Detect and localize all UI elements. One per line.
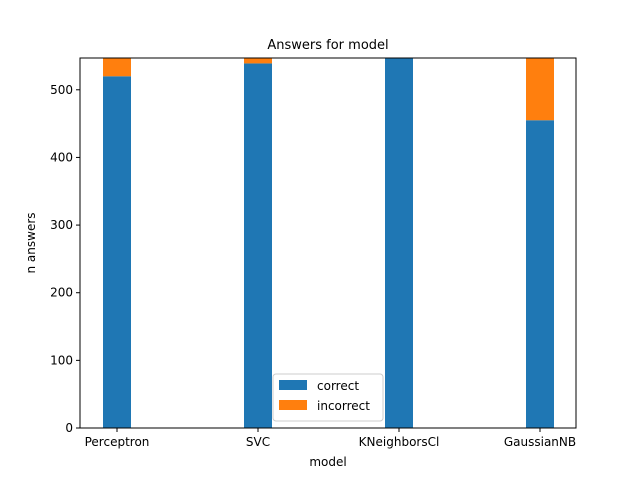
y-tick-label: 0 — [65, 421, 73, 435]
bar-incorrect-gaussiannb — [526, 58, 554, 121]
plot-frame — [79, 57, 577, 429]
y-axis-label: n answers — [24, 212, 38, 273]
y-tick-label: 100 — [50, 353, 73, 367]
bar-incorrect-svc — [244, 58, 272, 64]
legend-label-correct: correct — [317, 379, 359, 393]
chart-title: Answers for model — [267, 38, 388, 53]
legend-swatch-incorrect — [279, 400, 307, 410]
legend: correct incorrect — [272, 373, 384, 422]
bar-correct-gaussiannb — [526, 120, 554, 428]
bar-correct-perceptron — [103, 76, 131, 429]
y-axis: 0 100 200 300 400 500 — [50, 83, 80, 435]
x-tick-label: GaussianNB — [504, 435, 576, 449]
x-tick-label: KNeighborsCl — [359, 435, 440, 449]
x-axis-label: model — [309, 455, 346, 469]
y-tick-label: 500 — [50, 83, 73, 97]
bars-group — [103, 58, 554, 429]
x-tick-label: SVC — [246, 435, 270, 449]
bar-incorrect-perceptron — [103, 58, 131, 77]
x-tick-label: Perceptron — [85, 435, 150, 449]
bar-correct-svc — [244, 63, 272, 428]
legend-label-incorrect: incorrect — [317, 399, 370, 413]
x-axis: Perceptron SVC KNeighborsCl GaussianNB — [85, 428, 576, 449]
legend-swatch-correct — [279, 380, 307, 390]
y-tick-label: 200 — [50, 286, 73, 300]
y-tick-label: 400 — [50, 150, 73, 164]
y-tick-label: 300 — [50, 218, 73, 232]
bar-correct-kneighborscl — [385, 58, 413, 428]
